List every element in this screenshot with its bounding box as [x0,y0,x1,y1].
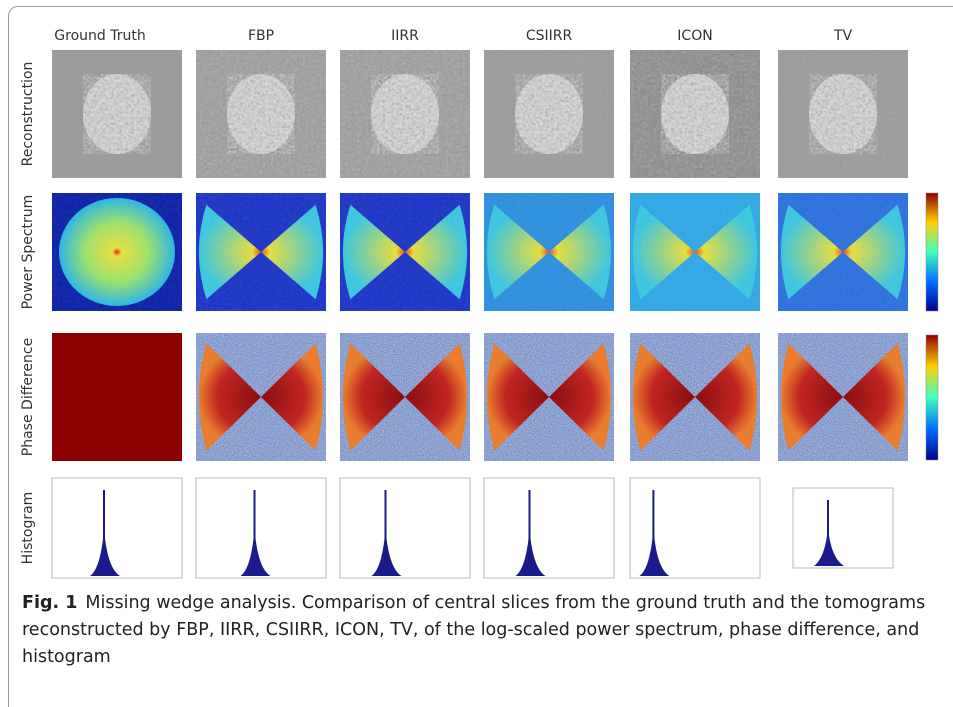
column-header: FBP [248,28,274,44]
plot-box [483,477,615,579]
histogram-base [90,528,120,576]
histogram-panel [51,477,183,579]
plot-box [339,477,471,579]
noise [52,193,182,311]
colorbar [925,192,939,312]
histogram-panel [339,477,471,579]
page: Ground Truth FBP IIRR CSIIRR ICON TV Reconstru… [8,6,953,707]
specimen-texture [371,74,439,154]
noise [778,193,908,311]
phase-wedge [198,343,324,451]
histogram-base [639,528,670,576]
reconstruction-panel [484,50,614,178]
histogram-panel [629,477,761,579]
noise [340,193,470,311]
reconstruction-panel [778,50,908,178]
power-spectrum-panel [778,193,908,311]
noise [630,193,760,311]
power-spectrum-panel [196,193,326,311]
reconstruction-panel [630,50,760,178]
figure: Ground Truth FBP IIRR CSIIRR ICON TV Reconstru… [20,28,939,579]
histogram-base [515,528,546,576]
specimen-texture [83,74,151,154]
specimen-texture [227,74,295,154]
phase-difference-panel [52,333,182,461]
reconstruction-panel [340,50,470,178]
panel-background [52,333,182,461]
row-label: Histogram [20,492,36,565]
power-spectrum-panel [52,193,182,311]
column-header: IIRR [391,28,419,44]
power-spectrum-panel [630,193,760,311]
reconstruction-panel [196,50,326,178]
phase-difference-panel [340,333,470,461]
histogram-base [371,528,402,576]
histogram-base [240,528,271,576]
plot-box [51,477,183,579]
phase-wedge [342,343,468,451]
column-header: Ground Truth [54,28,145,44]
row-label: Power Spectrum [20,195,36,310]
histogram-panel [195,477,327,579]
phase-difference-panel [484,333,614,461]
caption-label: Fig. 1 [22,593,78,613]
caption: Fig. 1 Missing wedge analysis. Comparison… [22,590,937,671]
phase-difference-panel [778,333,908,461]
noise [196,193,326,311]
caption-text: Missing wedge analysis. Comparison of ce… [22,593,926,667]
specimen-texture [661,74,729,154]
plot-box [195,477,327,579]
reconstruction-panel [52,50,182,178]
column-header: CSIIRR [526,28,573,44]
column-header: TV [833,28,853,44]
colorbar [925,334,939,461]
column-header: ICON [677,28,712,44]
plot-box [792,487,894,569]
phase-difference-panel [196,333,326,461]
noise [484,193,614,311]
histogram-base [814,528,844,566]
specimen-texture [809,74,877,154]
power-spectrum-panel [484,193,614,311]
row-label: Phase Difference [20,338,36,456]
phase-wedge [780,343,906,451]
figure-frame [8,6,953,707]
phase-difference-panel [630,333,760,461]
histogram-panel [483,477,615,579]
histogram-panel [792,487,894,569]
phase-wedge [486,343,612,451]
phase-wedge [632,343,758,451]
power-spectrum-panel [340,193,470,311]
specimen-texture [515,74,583,154]
row-label: Reconstruction [20,62,36,167]
